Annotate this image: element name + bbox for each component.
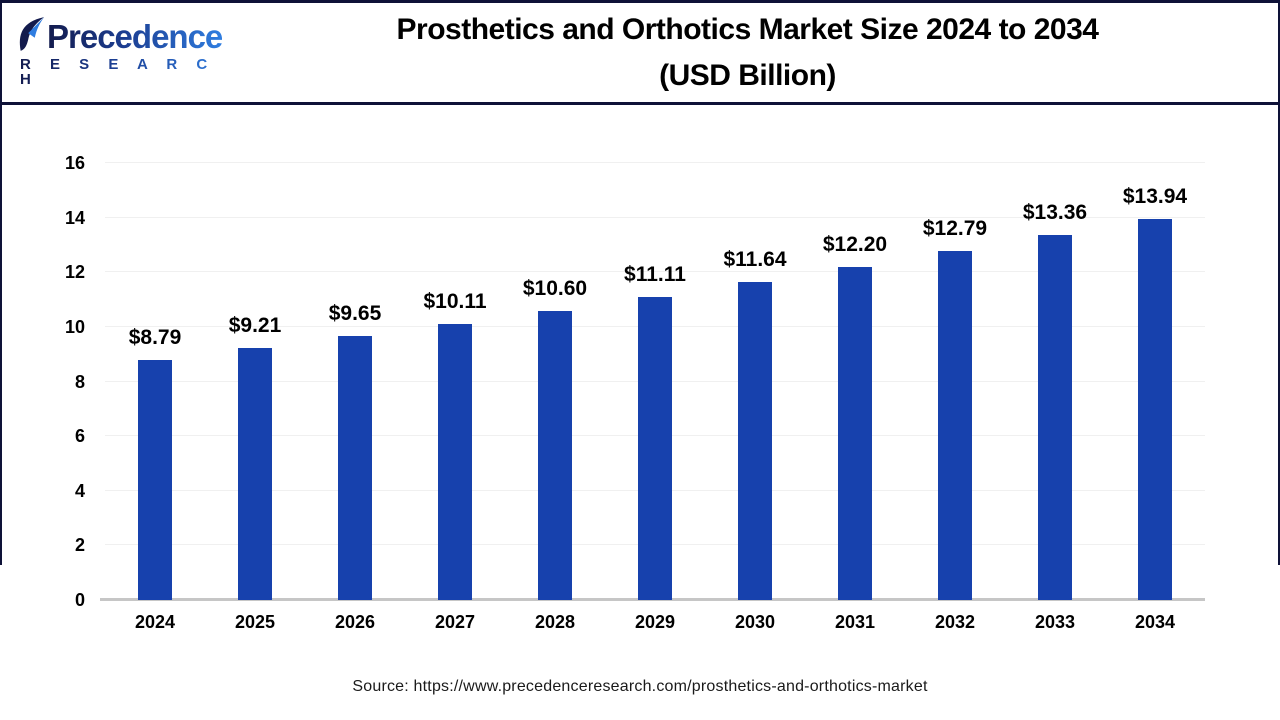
chart-title-line2: (USD Billion) [659,58,836,92]
bar-2034 [1138,219,1172,600]
bar-2029 [638,296,672,600]
right-border [1278,0,1280,565]
left-border [0,0,2,565]
y-tick-label: 0 [74,590,85,610]
chart-title-line1: Prosthetics and Orthotics Market Size 20… [396,13,1099,46]
bar-value-label-2033: $13.36 [1022,201,1088,225]
x-tick-label-2026: 2026 [334,612,376,632]
bar-value-label-2032: $12.79 [922,216,988,240]
y-tick-label: 14 [64,207,85,228]
logo-text-precedence: Precedence [47,18,223,55]
source-row: Source: https://www.precedenceresearch.c… [0,678,1280,696]
bar-slot-2034: $13.94 [1105,163,1205,600]
y-tick-label: 2 [74,535,85,556]
gridline [105,271,1205,273]
x-tick-label-2024: 2024 [134,612,176,632]
gridline [105,216,1205,218]
x-axis: 2024 2025 2026 2027 2028 2029 2030 2031 2032 2033… [105,610,1205,634]
bar-value-label-2034: $13.94 [1122,185,1188,209]
y-tick-label: 10 [64,316,85,337]
bar-value-label-2028: $10.60 [522,276,588,300]
bar-slot-2028: $10.60 [505,163,605,600]
bar-2025 [238,348,272,600]
bar-value-label-2029: $11.11 [624,262,686,286]
y-axis: 0 2 4 6 8 10 12 14 16 [48,154,95,609]
bar-slot-2030: $11.64 [705,163,805,600]
logo-wordmark: Precedence [16,15,231,53]
x-tick-label-2027: 2027 [434,612,476,632]
x-tick-label-2030: 2030 [734,612,776,632]
bar-value-label-2024: $8.79 [128,325,182,349]
bar-2031 [838,266,872,600]
bar-2027 [438,323,472,600]
bar-slot-2026: $9.65 [305,163,405,600]
bar-2028 [538,310,572,600]
logo-leaf-icon [19,17,45,51]
bar-slot-2033: $13.36 [1005,163,1105,600]
y-tick-label: 16 [64,153,85,173]
y-tick-label: 6 [74,426,85,447]
header: Precedence R E S E A R C H Prosthetics a… [0,0,1280,105]
x-tick-label-2033: 2033 [1034,612,1076,632]
bar-slot-2032: $12.79 [905,163,1005,600]
bar-slot-2025: $9.21 [205,163,305,600]
bar-value-label-2031: $12.20 [822,232,888,256]
bar-slot-2031: $12.20 [805,163,905,600]
x-tick-label-2025: 2025 [234,612,276,632]
source-text: Source: https://www.precedenceresearch.c… [352,678,928,695]
bar-2026 [338,336,372,600]
bar-slot-2027: $10.11 [405,163,505,600]
bar-slot-2024: $8.79 [105,163,205,600]
bar-value-label-2027: $10.11 [423,289,487,313]
bar-value-label-2025: $9.21 [228,314,282,338]
x-tick-label-2031: 2031 [834,612,876,632]
bar-2030 [738,282,772,600]
logo-text-research: R E S E A R C H [16,57,231,87]
y-tick-label: 8 [74,371,85,392]
x-tick-label-2028: 2028 [534,612,576,632]
bar-slot-2029: $11.11 [605,163,705,600]
y-tick-label: 12 [64,262,85,283]
x-tick-label-2029: 2029 [634,612,676,632]
bar-2024 [138,359,172,600]
bar-2032 [938,250,972,600]
x-tick-label-2032: 2032 [934,612,976,632]
plot-area: $8.79 $9.21 $9.65 $10.11 $10.60 $11.11 $11.64 $… [100,162,1205,601]
y-tick-label: 4 [74,480,85,501]
bar-value-label-2030: $11.64 [723,248,787,272]
precedence-research-logo: Precedence R E S E A R C H [16,15,231,87]
bar-2033 [1038,235,1072,600]
bar-value-label-2026: $9.65 [328,302,382,326]
bar-chart: 0 2 4 6 8 10 12 14 16 $8.79 $9.21 $9.65 $10.11 $10.6… [0,108,1280,720]
x-tick-label-2034: 2034 [1134,612,1176,632]
gridline [105,162,1205,163]
chart-title: Prosthetics and Orthotics Market Size 20… [215,3,1280,102]
